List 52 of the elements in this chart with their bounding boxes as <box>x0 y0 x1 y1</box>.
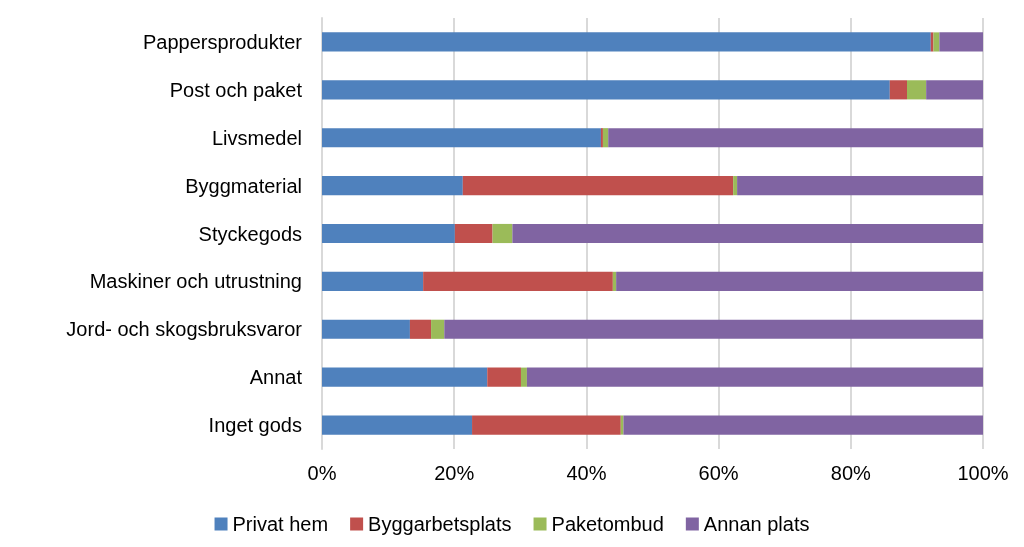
y-tick-label: Livsmedel <box>211 126 302 149</box>
bar <box>322 128 601 148</box>
bar <box>487 367 521 387</box>
y-tick-label: Byggmaterial <box>185 174 302 197</box>
bar <box>933 32 940 52</box>
bar <box>939 32 983 52</box>
bar <box>889 80 907 100</box>
bar <box>492 223 513 244</box>
bar <box>322 223 455 244</box>
bar <box>322 367 488 387</box>
x-tick-label: 80% <box>830 462 872 484</box>
y-tick-label: Jord- och skogsbruksvaror <box>66 318 303 341</box>
legend-label: Privat hem <box>232 513 329 535</box>
y-tick-label: Styckegods <box>198 222 302 245</box>
bar <box>520 367 527 387</box>
legend-label: Byggarbetsplats <box>368 513 512 535</box>
bar <box>322 319 410 339</box>
x-tick-label: 20% <box>434 462 475 484</box>
bar <box>623 415 983 435</box>
x-tick-label: 0% <box>307 462 337 484</box>
bar <box>733 176 738 196</box>
bar <box>431 319 445 339</box>
bar <box>926 80 983 100</box>
bar <box>322 271 424 291</box>
legend-label: Paketombud <box>551 513 664 535</box>
bar <box>472 415 621 435</box>
bar <box>737 176 983 196</box>
bar <box>454 223 493 244</box>
x-tick-label: 100% <box>957 462 1009 484</box>
bar <box>512 223 983 244</box>
legend-label: Annan plats <box>703 513 810 535</box>
bar <box>322 415 473 435</box>
x-tick-label: 40% <box>566 462 607 484</box>
bar <box>616 271 983 291</box>
y-tick-label: Maskiner och utrustning <box>89 270 302 293</box>
bar <box>423 271 613 291</box>
bar <box>526 367 983 387</box>
bar <box>462 176 734 196</box>
bar <box>608 128 983 148</box>
bar <box>409 319 432 339</box>
bar <box>322 32 931 52</box>
bar <box>612 271 617 291</box>
y-tick-label: Annat <box>249 366 303 389</box>
bar <box>906 80 927 100</box>
x-tick-label: 60% <box>698 462 739 484</box>
bar <box>322 80 890 100</box>
bar <box>444 319 983 339</box>
bar <box>322 176 463 196</box>
y-tick-label: Post och paket <box>169 78 303 101</box>
y-tick-label: Inget gods <box>208 414 302 437</box>
y-tick-label: Pappersprodukter <box>143 30 303 53</box>
bar <box>602 128 609 148</box>
